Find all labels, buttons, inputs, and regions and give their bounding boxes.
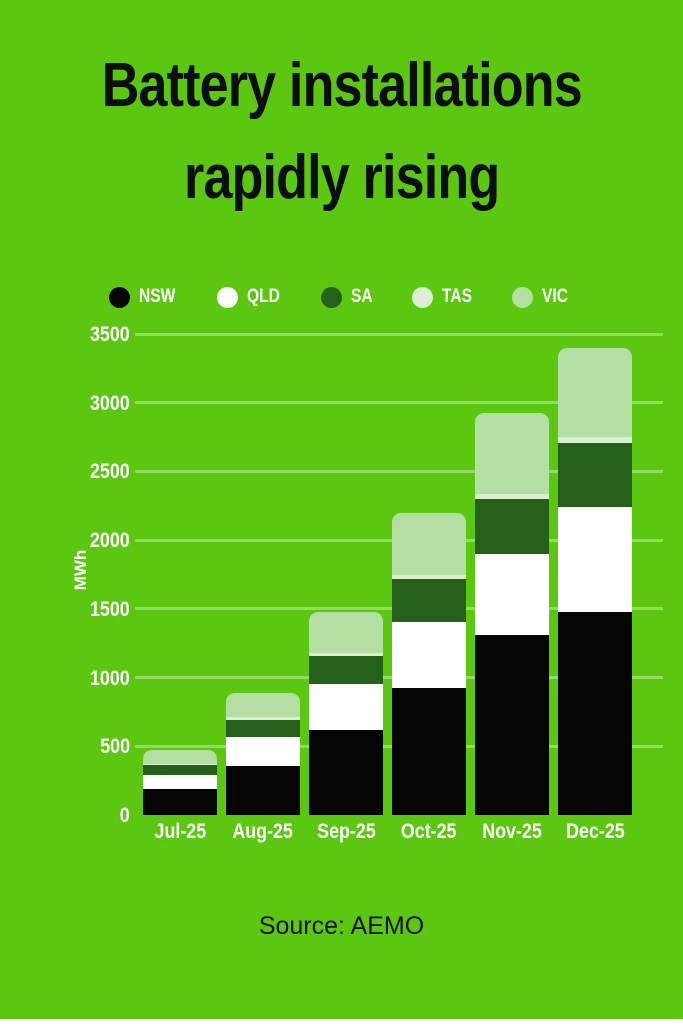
legend-swatch-tas — [411, 286, 433, 308]
bar-oct-25 — [392, 512, 466, 815]
page-title: Battery installations rapidly rising — [0, 40, 683, 224]
bar-jul-25 — [143, 749, 217, 815]
bar-segment-sa — [143, 764, 217, 776]
bar-segment-sa — [226, 719, 300, 738]
legend-swatch-sa — [321, 286, 343, 308]
bar-aug-25 — [226, 692, 300, 815]
legend-swatch-vic — [512, 286, 534, 308]
y-tick-label-2000: 2000 — [90, 529, 130, 553]
x-tick-label-dec-25: Dec-25 — [565, 820, 625, 843]
chart-legend: NSW QLD SA TAS VIC — [0, 286, 683, 308]
bar-segment-qld — [475, 553, 549, 635]
bar-segment-nsw — [475, 634, 549, 815]
legend-label-nsw: NSW — [138, 286, 176, 307]
bar-segment-tas — [226, 717, 300, 720]
x-tick-label-oct-25: Oct-25 — [401, 820, 457, 843]
y-tick-label-500: 500 — [100, 735, 130, 759]
legend-item-tas: TAS — [411, 286, 479, 308]
bar-segment-qld — [392, 621, 466, 688]
legend-label-tas: TAS — [441, 286, 472, 307]
bar-segment-sa — [475, 498, 549, 554]
bar-segment-qld — [558, 507, 632, 613]
y-tick-label-2500: 2500 — [90, 460, 130, 484]
legend-label-vic: VIC — [542, 286, 569, 307]
legend-item-vic: VIC — [512, 286, 574, 308]
gridline-2500 — [135, 469, 663, 473]
bar-segment-qld — [143, 775, 217, 789]
bar-segment-vic — [226, 692, 300, 718]
legend-swatch-nsw — [108, 286, 130, 308]
bar-segment-qld — [309, 684, 383, 730]
gridline-3500 — [135, 332, 663, 336]
legend-item-qld: QLD — [217, 286, 287, 308]
y-tick-label-0: 0 — [120, 804, 130, 827]
legend-swatch-qld — [217, 286, 239, 308]
bar-sep-25 — [309, 611, 383, 815]
legend-label-qld: QLD — [247, 286, 281, 307]
bar-segment-vic — [309, 611, 383, 653]
y-tick-label-1000: 1000 — [90, 666, 130, 690]
bar-segment-sa — [558, 443, 632, 508]
bar-segment-vic — [558, 347, 632, 438]
bar-segment-qld — [226, 737, 300, 767]
bar-segment-tas — [475, 494, 549, 499]
bar-segment-tas — [558, 437, 632, 444]
bar-segment-nsw — [226, 766, 300, 815]
gridline-3000 — [135, 401, 663, 405]
x-tick-label-jul-25: Jul-25 — [154, 820, 206, 843]
bar-segment-nsw — [558, 612, 632, 815]
bar-dec-25 — [558, 347, 632, 815]
bar-segment-vic — [143, 749, 217, 764]
legend-label-sa: SA — [351, 286, 374, 307]
y-tick-label-1500: 1500 — [90, 597, 130, 621]
bar-segment-vic — [392, 512, 466, 576]
x-tick-label-sep-25: Sep-25 — [316, 820, 376, 843]
bar-segment-tas — [392, 575, 466, 579]
bar-segment-nsw — [143, 788, 217, 815]
x-tick-label-aug-25: Aug-25 — [232, 820, 294, 843]
bar-segment-sa — [309, 655, 383, 685]
title-line-2: rapidly rising — [183, 143, 500, 212]
bar-segment-tas — [309, 652, 383, 656]
legend-item-sa: SA — [321, 286, 377, 308]
bar-segment-nsw — [309, 729, 383, 815]
bar-segment-nsw — [392, 687, 466, 815]
legend-item-nsw: NSW — [108, 286, 183, 308]
y-tick-label-3000: 3000 — [90, 391, 130, 415]
plot-area — [135, 332, 663, 815]
bar-segment-tas — [143, 763, 217, 765]
title-line-1: Battery installations — [101, 51, 582, 120]
bar-nov-25 — [475, 413, 549, 815]
bottom-white-strip — [0, 1019, 683, 1024]
bar-segment-vic — [475, 413, 549, 495]
y-tick-label-3500: 3500 — [90, 323, 130, 346]
bar-segment-sa — [392, 578, 466, 622]
x-tick-label-nov-25: Nov-25 — [482, 820, 542, 843]
source-attribution: Source: AEMO — [258, 912, 425, 940]
